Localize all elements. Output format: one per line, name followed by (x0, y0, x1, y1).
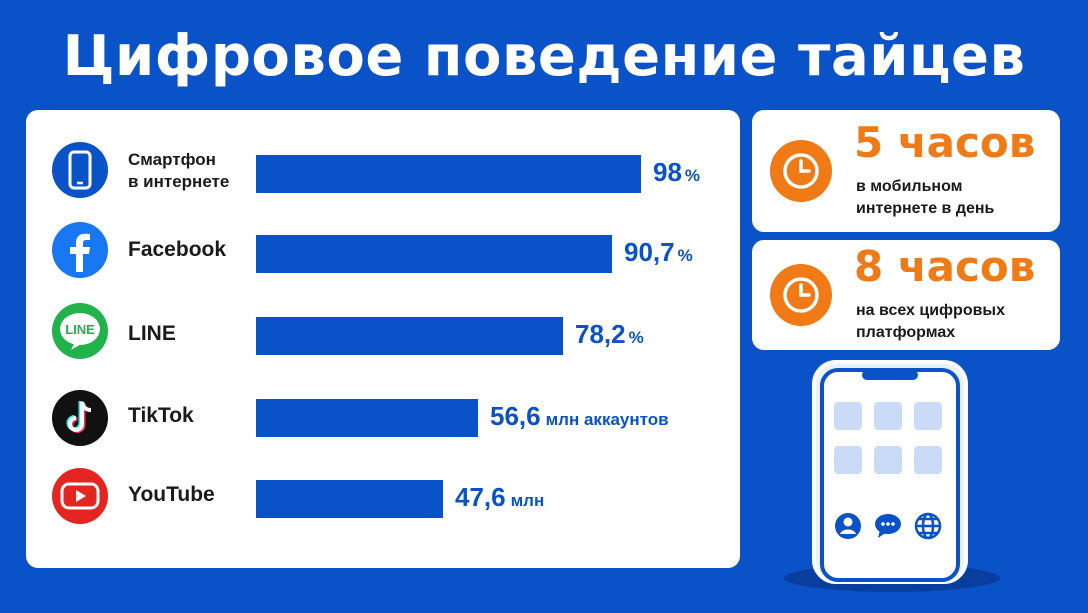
stat-card-all-platform-hours: 8 часов на всех цифровых платформах (752, 240, 1060, 350)
bar-value-label-smartphone: 98% (653, 157, 700, 188)
bar-value-number: 90,7 (624, 237, 675, 267)
bar-value-number: 78,2 (575, 319, 626, 349)
stat-card-caption: на всех цифровых платформах (856, 302, 1005, 341)
globe-icon (914, 512, 942, 540)
phone-illustration (784, 360, 1000, 608)
row-label-smartphone: Смартфон в интернете (128, 150, 230, 191)
clock-icon (770, 140, 832, 202)
row-label-line: LINE (128, 322, 176, 345)
stat-card-mobile-hours: 5 часов в мобильном интернете в день (752, 110, 1060, 232)
bar-value-unit: % (628, 328, 644, 347)
bar-value-label-line: 78,2% (575, 319, 644, 350)
clock-icon (770, 264, 832, 326)
bar-facebook (256, 235, 612, 273)
line-app-icon: LINE (52, 303, 108, 359)
stat-card-value: 5 часов (854, 118, 1036, 167)
youtube-icon (52, 468, 108, 524)
bar-value-unit: млн (510, 491, 545, 510)
stat-card-value: 8 часов (854, 242, 1036, 291)
bar-youtube (256, 480, 443, 518)
bar-tiktok (256, 399, 478, 437)
bar-value-label-facebook: 90,7% (624, 237, 693, 268)
bar-value-label-tiktok: 56,6 млн аккаунтов (490, 401, 669, 432)
bar-value-unit: % (684, 166, 701, 185)
smartphone-icon (52, 142, 108, 198)
bar-value-unit: % (677, 246, 693, 265)
page-title: Цифровое поведение тайцев (62, 24, 1026, 89)
bar-smartphone (256, 155, 641, 193)
user-icon (835, 513, 861, 539)
bar-value-unit: млн аккаунтов (545, 410, 669, 429)
bar-line (256, 317, 563, 355)
chat-bubble-icon (875, 514, 901, 538)
stat-card-caption: в мобильном интернете в день (856, 178, 995, 217)
bar-value-number: 47,6 (455, 482, 506, 512)
row-label-facebook: Facebook (128, 238, 227, 261)
bar-value-number: 98 (653, 157, 682, 187)
tiktok-icon (52, 390, 108, 446)
chart-panel: LINE Смартфон в интернете Facebook LINE T… (26, 110, 740, 568)
bar-value-number: 56,6 (490, 401, 541, 431)
svg-text:LINE: LINE (65, 322, 95, 337)
row-label-tiktok: TikTok (128, 404, 194, 427)
bar-value-label-youtube: 47,6 млн (455, 482, 544, 513)
facebook-icon (52, 222, 108, 278)
row-label-youtube: YouTube (128, 483, 215, 506)
